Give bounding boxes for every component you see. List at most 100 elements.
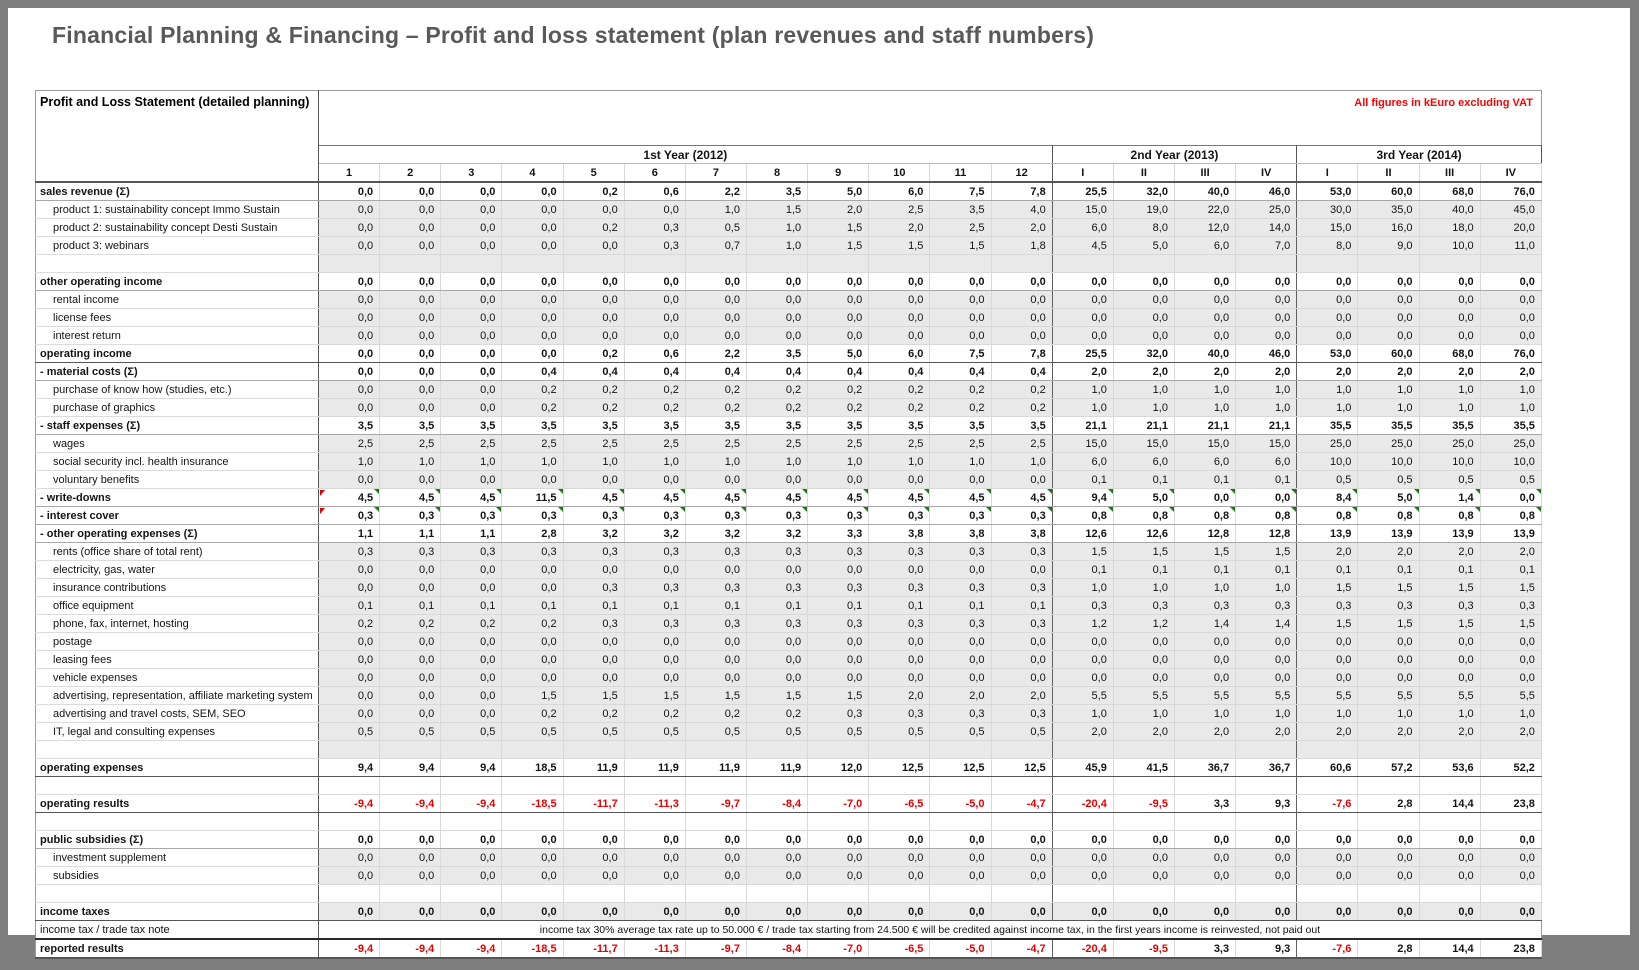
cell[interactable]: 3,5 <box>379 416 442 435</box>
cell[interactable]: 0,1 <box>1052 470 1114 489</box>
cell[interactable]: 2,5 <box>868 434 931 453</box>
cell[interactable]: 2,0 <box>1357 362 1420 381</box>
cell[interactable]: 0,5 <box>929 722 992 741</box>
cell[interactable]: 0,0 <box>807 866 870 885</box>
cell[interactable]: 1,0 <box>1235 704 1298 723</box>
cell[interactable]: 7,0 <box>1235 236 1298 255</box>
cell[interactable]: 20,0 <box>1480 218 1542 237</box>
cell[interactable]: 0,1 <box>746 596 809 615</box>
cell[interactable]: 0,0 <box>379 272 442 291</box>
cell[interactable] <box>1480 776 1542 795</box>
cell[interactable] <box>440 776 503 795</box>
cell[interactable]: 6,0 <box>868 181 931 201</box>
period-column-header[interactable]: 5 <box>563 163 625 183</box>
cell[interactable]: 14,4 <box>1419 794 1481 813</box>
cell[interactable]: 0,0 <box>1357 632 1420 651</box>
cell[interactable]: 0,5 <box>991 722 1053 741</box>
cell[interactable] <box>1052 740 1114 759</box>
cell[interactable]: 1,0 <box>1357 704 1420 723</box>
cell[interactable]: 0,3 <box>868 506 931 525</box>
cell[interactable]: 19,0 <box>1113 200 1175 219</box>
cell[interactable]: 0,0 <box>868 830 931 849</box>
cell[interactable]: 0,0 <box>501 181 564 201</box>
cell[interactable]: 1,0 <box>1480 704 1542 723</box>
cell[interactable]: 0,4 <box>868 362 931 381</box>
cell[interactable]: 0,0 <box>501 578 564 597</box>
cell[interactable]: 0,0 <box>440 704 503 723</box>
cell[interactable]: 35,5 <box>1296 416 1359 435</box>
cell[interactable]: 0,0 <box>379 181 442 201</box>
cell[interactable] <box>1235 254 1298 273</box>
cell[interactable]: 5,5 <box>1419 686 1481 705</box>
cell[interactable] <box>991 812 1053 831</box>
cell[interactable]: 2,8 <box>1357 794 1420 813</box>
cell[interactable] <box>807 254 870 273</box>
cell[interactable]: 0,0 <box>746 668 809 687</box>
cell[interactable]: 0,3 <box>991 578 1053 597</box>
cell[interactable]: 2,0 <box>807 200 870 219</box>
cell[interactable]: 0,0 <box>1357 290 1420 309</box>
cell[interactable]: 5,0 <box>1113 236 1175 255</box>
cell[interactable]: 0,1 <box>807 596 870 615</box>
cell[interactable]: 0,0 <box>1113 308 1175 327</box>
cell[interactable]: 0,0 <box>807 326 870 345</box>
cell[interactable]: 1,0 <box>1419 398 1481 417</box>
cell[interactable]: 0,0 <box>440 362 503 381</box>
cell[interactable]: 0,0 <box>318 578 381 597</box>
cell[interactable]: 0,0 <box>807 650 870 669</box>
cell[interactable]: 0,3 <box>563 614 625 633</box>
cell[interactable]: 0,0 <box>1235 326 1298 345</box>
row-label[interactable]: voluntary benefits <box>35 470 319 489</box>
cell[interactable]: 0,1 <box>929 596 992 615</box>
cell[interactable] <box>1174 884 1237 903</box>
cell[interactable]: 1,5 <box>746 686 809 705</box>
cell[interactable]: 0,0 <box>807 848 870 867</box>
cell[interactable]: 0,0 <box>807 560 870 579</box>
row-label[interactable]: - staff expenses (Σ) <box>35 416 319 435</box>
cell[interactable]: 1,0 <box>379 452 442 471</box>
cell[interactable]: 0,4 <box>501 362 564 381</box>
cell[interactable]: 0,0 <box>563 668 625 687</box>
cell[interactable]: 1,0 <box>746 236 809 255</box>
cell[interactable]: 0,7 <box>685 236 747 255</box>
cell[interactable] <box>1174 254 1237 273</box>
row-label[interactable]: operating results <box>35 794 319 813</box>
cell[interactable] <box>501 776 564 795</box>
cell[interactable]: 3,5 <box>991 416 1053 435</box>
cell[interactable]: 0,0 <box>501 218 564 237</box>
cell[interactable]: 3,5 <box>929 416 992 435</box>
cell[interactable]: 0,4 <box>563 362 625 381</box>
cell[interactable] <box>318 254 381 273</box>
cell[interactable]: 0,0 <box>318 470 381 489</box>
cell[interactable]: 0,0 <box>1174 650 1237 669</box>
cell[interactable]: 0,0 <box>318 290 381 309</box>
cell[interactable] <box>746 740 809 759</box>
cell[interactable]: 0,3 <box>868 542 931 561</box>
cell[interactable]: 3,8 <box>868 524 931 543</box>
cell[interactable]: -18,5 <box>501 794 564 813</box>
cell[interactable]: 0,0 <box>685 290 747 309</box>
cell[interactable]: 0,1 <box>1235 470 1298 489</box>
cell[interactable]: 0,0 <box>1052 650 1114 669</box>
cell[interactable]: 12,5 <box>991 758 1053 777</box>
cell[interactable]: 40,0 <box>1174 181 1237 201</box>
cell[interactable]: 0,0 <box>1235 488 1298 507</box>
cell[interactable]: 0,0 <box>501 830 564 849</box>
cell[interactable]: 5,5 <box>1296 686 1359 705</box>
cell[interactable]: 0,5 <box>501 722 564 741</box>
cell[interactable]: 0,2 <box>685 398 747 417</box>
cell[interactable]: 4,5 <box>563 488 625 507</box>
cell[interactable]: 1,0 <box>746 218 809 237</box>
cell[interactable]: 0,0 <box>563 902 625 921</box>
cell[interactable]: 45,0 <box>1480 200 1542 219</box>
cell[interactable]: 1,5 <box>1480 614 1542 633</box>
cell[interactable]: 0,0 <box>1235 308 1298 327</box>
cell[interactable]: 0,0 <box>991 272 1053 291</box>
cell[interactable]: 0,0 <box>563 200 625 219</box>
row-label[interactable]: sales revenue (Σ) <box>35 181 319 201</box>
cell[interactable]: 0,0 <box>746 560 809 579</box>
cell[interactable]: 0,0 <box>746 650 809 669</box>
row-label[interactable]: - write-downs <box>35 488 319 507</box>
cell[interactable]: 4,5 <box>685 488 747 507</box>
cell[interactable]: 0,0 <box>1357 848 1420 867</box>
